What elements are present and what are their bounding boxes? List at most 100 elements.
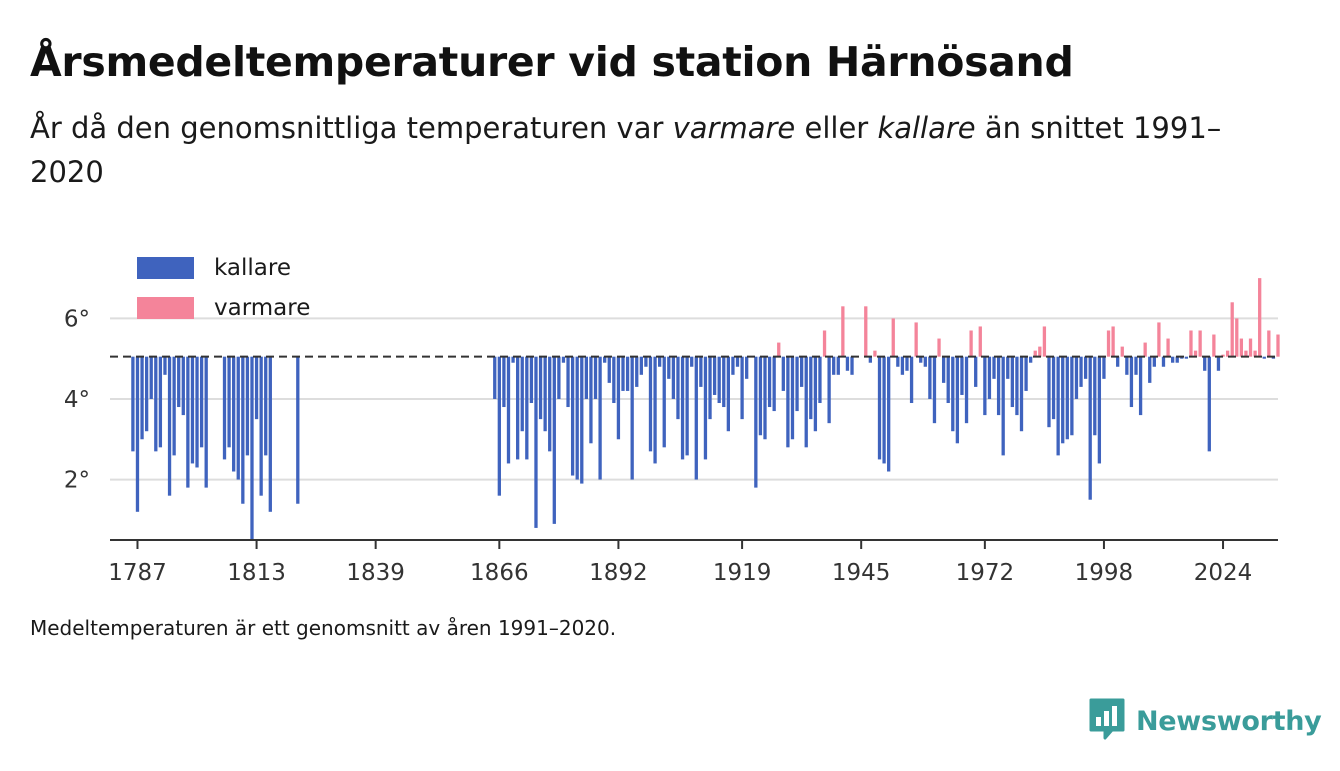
bar-varmare (1212, 334, 1216, 357)
newsworthy-logo-icon (1088, 697, 1126, 745)
chart-subtitle: År då den genomsnittliga temperaturen va… (30, 106, 1250, 194)
bar-varmare (1042, 326, 1047, 357)
x-tick-label: 1892 (589, 560, 648, 586)
bar-kallare (1116, 356, 1120, 367)
bar-kallare (882, 356, 886, 464)
bar-kallare (703, 356, 708, 460)
bar-kallare (557, 356, 561, 399)
x-tick-label: 1972 (956, 560, 1015, 586)
bar-kallare (511, 356, 515, 363)
x-tick-label: 1945 (832, 560, 891, 586)
bar-kallare (726, 356, 730, 432)
bar-kallare (538, 356, 543, 420)
bar-kallare (245, 356, 250, 456)
bar-kallare (694, 356, 698, 480)
bar-kallare (955, 356, 960, 444)
brand: Newsworthy (1088, 697, 1322, 745)
bar-kallare (909, 356, 914, 404)
bar-varmare (1258, 278, 1262, 357)
bar-kallare (850, 356, 854, 375)
bar-varmare (1157, 322, 1161, 357)
bar-kallare (1271, 356, 1276, 359)
bar-kallare (241, 356, 245, 504)
bar-kallare (222, 356, 227, 460)
bar-kallare (845, 356, 850, 371)
bar-varmare (1189, 330, 1193, 357)
bar-kallare (144, 356, 149, 432)
bar-kallare (584, 356, 589, 399)
bar-kallare (1097, 356, 1102, 464)
bar-kallare (612, 356, 616, 404)
bar-kallare (181, 356, 185, 416)
bar-varmare (1276, 334, 1280, 357)
bar-kallare (1070, 356, 1074, 436)
bar-kallare (199, 356, 204, 448)
bar-varmare (873, 350, 877, 357)
grid-lines (110, 317, 1278, 481)
bar-kallare (763, 356, 767, 440)
bar-kallare (1001, 356, 1005, 456)
bar-kallare (236, 356, 240, 480)
bar-kallare (772, 356, 776, 412)
bar-varmare (841, 306, 845, 357)
bar-kallare (690, 356, 694, 367)
bar-kallare (1088, 356, 1092, 500)
bar-kallare (566, 356, 570, 408)
y-tick-label: 2° (64, 468, 90, 494)
bar-varmare (978, 326, 982, 357)
bar-kallare (735, 356, 740, 367)
bar-kallare (493, 356, 497, 399)
bar-kallare (1152, 356, 1156, 367)
bar-kallare (827, 356, 831, 424)
bar-kallare (1175, 356, 1179, 363)
bar-kallare (745, 356, 749, 379)
bar-kallare (635, 356, 639, 387)
bar-kallare (1051, 356, 1056, 420)
bar-kallare (740, 356, 744, 420)
x-tick-label: 1839 (346, 560, 405, 586)
bar-kallare (818, 356, 822, 404)
bar-varmare (1235, 318, 1239, 357)
bar-varmare (1248, 338, 1253, 357)
y-tick-label: 4° (64, 387, 90, 413)
bar-kallare (923, 356, 927, 367)
bar-kallare (1061, 356, 1065, 444)
bar-kallare (941, 356, 946, 383)
bar-kallare (676, 356, 680, 420)
bar-varmare (1230, 302, 1234, 357)
legend-item-kallare: kallare (137, 248, 310, 288)
bar-varmare (1239, 338, 1244, 357)
chart-title: Årsmedeltemperaturer vid station Härnösa… (30, 38, 1074, 86)
bar-kallare (264, 356, 268, 456)
bar-varmare (1120, 346, 1124, 357)
bar-kallare (1129, 356, 1134, 408)
bar-kallare (1024, 356, 1028, 391)
bar-kallare (946, 356, 950, 404)
bar-kallare (1015, 356, 1019, 416)
bar-kallare (1029, 356, 1033, 363)
bar-kallare (731, 356, 735, 375)
bar-kallare (575, 356, 579, 480)
x-tick-label: 1813 (227, 560, 286, 586)
bar-varmare (1198, 330, 1202, 357)
bar-kallare (1006, 356, 1010, 379)
bar-kallare (932, 356, 937, 424)
legend-label-varmare: varmare (214, 295, 311, 321)
bar-kallare (1148, 356, 1152, 383)
bar-varmare (1193, 350, 1198, 357)
bar-varmare (1221, 354, 1225, 357)
bar-kallare (1083, 356, 1088, 379)
bar-kallare (158, 356, 163, 448)
bar-kallare (589, 356, 593, 444)
bar-kallare (722, 356, 726, 408)
bar-kallare (754, 356, 758, 488)
bar-kallare (767, 356, 772, 408)
y-tick-label: 6° (64, 306, 90, 332)
bar-kallare (667, 356, 671, 379)
bar-kallare (598, 356, 602, 480)
bar-varmare (914, 322, 918, 357)
bar-kallare (1184, 356, 1189, 359)
bar-kallare (896, 356, 900, 367)
bar-kallare (781, 356, 785, 391)
bar-varmare (777, 342, 781, 357)
